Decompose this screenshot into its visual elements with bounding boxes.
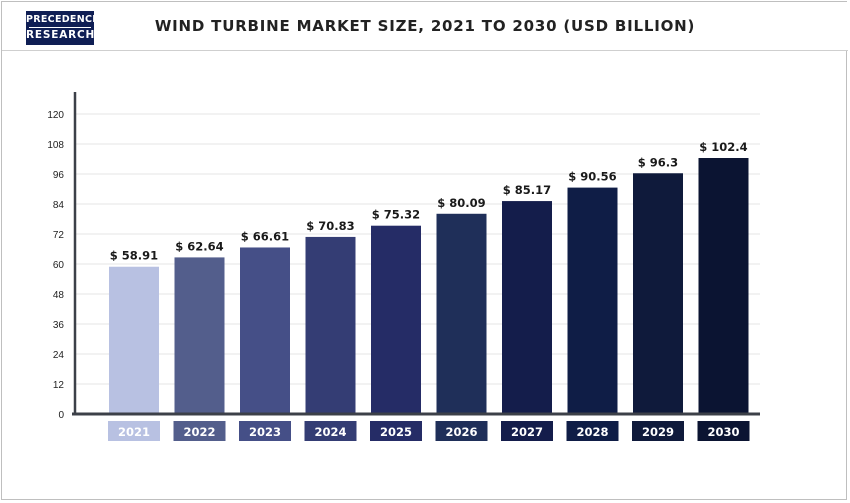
bar <box>109 266 159 414</box>
x-tick-label: 2021 <box>118 425 150 439</box>
bar <box>436 213 487 414</box>
data-label: $ 70.83 <box>306 219 354 233</box>
data-label: $ 80.09 <box>437 196 485 210</box>
chart-title: WIND TURBINE MARKET SIZE, 2021 TO 2030 (… <box>154 17 696 35</box>
y-tick-label: 72 <box>53 230 65 241</box>
x-tick-label: 2022 <box>183 425 215 439</box>
y-tick-label: 24 <box>53 350 65 361</box>
category-label-box <box>566 421 619 441</box>
y-tick-label: 12 <box>53 380 65 391</box>
bar <box>371 225 421 414</box>
data-label: $ 90.56 <box>568 170 616 184</box>
x-tick-label: 2026 <box>445 425 477 439</box>
bar <box>174 257 225 414</box>
category-label-box <box>108 421 160 441</box>
y-tick-label: 108 <box>47 140 64 151</box>
data-label: $ 85.17 <box>503 183 551 197</box>
data-label: $ 66.61 <box>241 229 289 243</box>
data-label: $ 102.4 <box>699 140 747 154</box>
category-label-box <box>239 421 291 441</box>
y-tick-label: 120 <box>47 110 64 121</box>
data-label: $ 58.91 <box>110 249 158 263</box>
y-tick-label: 96 <box>53 170 65 181</box>
bar <box>633 173 683 414</box>
category-label-box <box>697 421 750 441</box>
category-label-box <box>173 421 226 441</box>
y-tick-label: 60 <box>53 260 65 271</box>
data-label: $ 75.32 <box>372 208 420 222</box>
category-label-box <box>501 421 553 441</box>
x-tick-label: 2028 <box>576 425 608 439</box>
data-label: $ 62.64 <box>175 239 223 253</box>
bar <box>698 158 749 414</box>
logo-line1: PRECEDENCE <box>26 14 100 25</box>
x-tick-label: 2029 <box>642 425 674 439</box>
logo-line2: RESEARCH <box>26 29 96 41</box>
bar <box>240 247 290 414</box>
logo-divider <box>29 27 91 28</box>
data-label: $ 96.3 <box>638 155 678 169</box>
x-tick-label: 2030 <box>707 425 739 439</box>
x-tick-label: 2024 <box>314 425 346 439</box>
y-tick-label: 36 <box>53 320 65 331</box>
x-tick-label: 2025 <box>380 425 412 439</box>
x-tick-label: 2027 <box>511 425 543 439</box>
bar <box>305 236 356 414</box>
category-label-box <box>632 421 684 441</box>
y-tick-label: 84 <box>53 200 65 211</box>
brand-logo: PRECEDENCE RESEARCH <box>26 11 100 45</box>
category-label-box <box>304 421 357 441</box>
x-tick-label: 2023 <box>249 425 281 439</box>
category-label-box <box>370 421 422 441</box>
y-tick-label: 48 <box>53 290 65 301</box>
category-label-box <box>435 421 488 441</box>
bar <box>567 187 618 414</box>
header: PRECEDENCE RESEARCH WIND TURBINE MARKET … <box>2 2 848 51</box>
bar <box>502 201 552 414</box>
y-tick-label: 0 <box>58 410 64 421</box>
